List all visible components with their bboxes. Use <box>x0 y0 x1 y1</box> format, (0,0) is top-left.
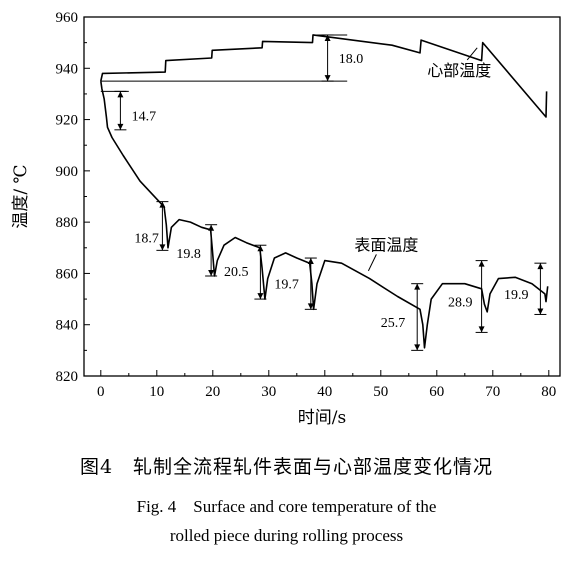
x-axis-label: 时间/s <box>298 408 346 428</box>
chart-axes: 0 10 20 30 40 50 60 70 80 820 840 860 880 900 920 940 96… <box>11 10 561 428</box>
dimension-arrowhead <box>414 283 421 290</box>
series-line-surface-temperature <box>100 80 549 349</box>
dimension-arrowhead <box>478 326 485 333</box>
chart-labels: 18.0 14.7 18.7 19.8 20.5 19.7 25.7 28.9 19.9 心部温度… <box>132 47 529 331</box>
dimension-arrowhead <box>324 34 331 41</box>
series-label-surface: 表面温度 <box>354 235 418 254</box>
annotation-label: 18.7 <box>134 232 159 247</box>
y-tick-label: 960 <box>56 10 79 26</box>
y-tick-label: 940 <box>56 61 79 77</box>
dimension-arrowhead <box>324 75 331 82</box>
dimension-arrowhead <box>537 308 544 315</box>
annotation-label: 20.5 <box>224 265 249 280</box>
temperature-chart: 0 10 20 30 40 50 60 70 80 820 840 860 880 900 920 940 96… <box>11 10 561 428</box>
annotation-label: 19.8 <box>176 247 201 262</box>
dimension-arrowhead <box>117 91 124 98</box>
dimension-arrowhead <box>414 344 421 351</box>
annotation-label: 25.7 <box>381 316 406 331</box>
annotation-label: 19.7 <box>274 278 299 293</box>
dimension-arrowhead <box>257 293 264 300</box>
series-line-core-temperature <box>100 34 548 118</box>
x-tick-label: 10 <box>149 384 164 400</box>
y-tick-label: 840 <box>56 318 79 334</box>
dimension-arrowhead <box>208 269 215 276</box>
dimension-arrowhead <box>307 258 314 265</box>
y-axis-label: 温度/ ℃ <box>11 164 31 228</box>
x-tick-label: 0 <box>97 384 105 400</box>
x-tick-label: 80 <box>541 384 556 400</box>
y-tick-label: 920 <box>56 113 79 129</box>
dimension-arrowhead <box>257 245 264 252</box>
series-label-core: 心部温度 <box>427 61 491 80</box>
x-tick-label: 50 <box>373 384 388 400</box>
x-tick-label: 60 <box>429 384 444 400</box>
x-tick-label: 70 <box>485 384 500 400</box>
annotation-label: 18.0 <box>339 52 364 67</box>
dimension-arrowhead <box>117 123 124 130</box>
dimension-arrowhead <box>208 224 215 231</box>
y-tick-label: 860 <box>56 266 79 282</box>
dimension-arrowhead <box>307 303 314 310</box>
chart-marks <box>100 34 549 351</box>
x-tick-label: 20 <box>205 384 220 400</box>
figure-caption-chinese: 图4 轧制全流程轧件表面与心部温度变化情况 <box>79 456 494 478</box>
annotation-label: 19.9 <box>504 288 529 303</box>
figure-caption-english-line1: Fig. 4 Surface and core temperature of t… <box>136 497 437 516</box>
series-label-leader <box>367 254 377 272</box>
y-tick-label: 900 <box>56 164 79 180</box>
x-tick-label: 40 <box>317 384 332 400</box>
dimension-arrowhead <box>478 260 485 267</box>
dimension-arrowhead <box>159 244 166 251</box>
annotation-label: 28.9 <box>448 296 473 311</box>
dimension-arrowhead <box>537 263 544 270</box>
y-tick-label: 880 <box>56 215 79 231</box>
figure-caption-english-line2: rolled piece during rolling process <box>169 526 404 545</box>
y-tick-label: 820 <box>56 369 79 385</box>
x-tick-label: 30 <box>261 384 276 400</box>
annotation-label: 14.7 <box>132 110 157 125</box>
series-label-leader <box>466 47 478 61</box>
dimension-arrowhead <box>159 201 166 208</box>
